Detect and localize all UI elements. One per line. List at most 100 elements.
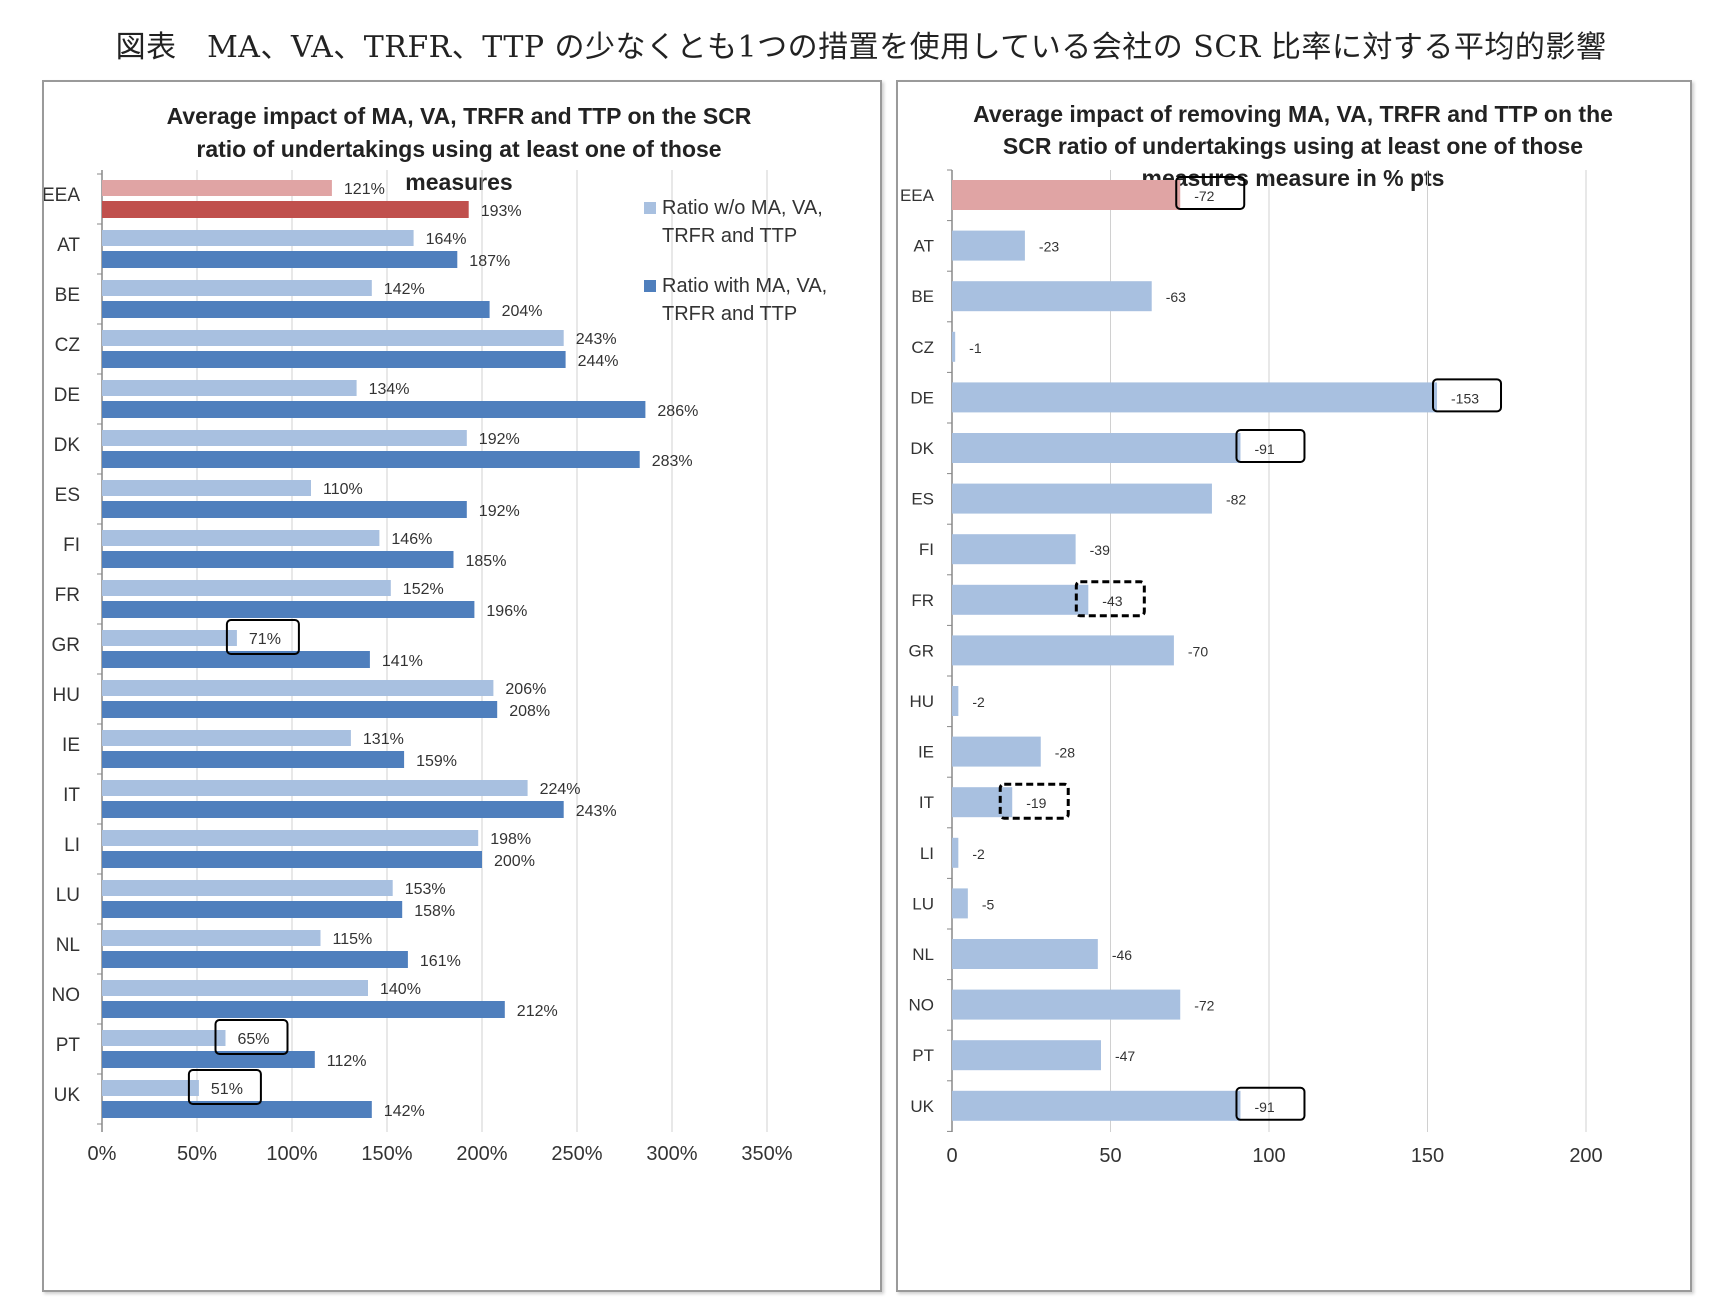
data-label-without: 134% <box>369 381 410 398</box>
right-chart-panel: Average impact of removing MA, VA, TRFR … <box>896 80 1692 1292</box>
data-label-without: 146% <box>391 531 432 548</box>
bar-with <box>102 1001 505 1018</box>
bar-impact <box>952 888 968 919</box>
highlight-box <box>1175 176 1246 210</box>
bar-without <box>102 430 467 446</box>
data-label-with: 200% <box>494 853 535 870</box>
data-label-without: 243% <box>576 331 617 348</box>
bar-without <box>102 330 564 346</box>
data-label: -19 <box>1026 795 1046 811</box>
bar-impact <box>952 534 1076 565</box>
category-label: FI <box>63 535 80 556</box>
legend-item-without: Ratio w/o MA, VA, TRFR and TTP <box>644 194 854 250</box>
data-label: -72 <box>1194 188 1214 204</box>
bar-without <box>102 580 391 596</box>
bar-without <box>102 480 311 496</box>
bar-impact <box>952 331 956 362</box>
data-label-without: 65% <box>238 1031 270 1048</box>
category-label: BE <box>911 287 934 306</box>
data-label: -72 <box>1194 998 1214 1014</box>
data-label: -28 <box>1055 745 1075 761</box>
data-label-with: 196% <box>486 603 527 620</box>
data-label-with: 212% <box>517 1003 558 1020</box>
x-tick-label: 150 <box>1411 1145 1444 1167</box>
data-label-with: 192% <box>479 503 520 520</box>
bar-with <box>102 201 469 218</box>
category-label: LI <box>920 844 934 863</box>
category-label: ES <box>55 485 80 506</box>
x-tick-label: 50 <box>1099 1145 1121 1167</box>
category-label: BE <box>55 285 80 306</box>
bar-with <box>102 951 408 968</box>
category-label: FR <box>55 585 80 606</box>
left-chart-title: Average impact of MA, VA, TRFR and TTP o… <box>166 103 752 195</box>
left-chart-legend: Ratio w/o MA, VA, TRFR and TTP Ratio wit… <box>644 194 854 350</box>
data-label: -47 <box>1115 1048 1135 1064</box>
right-chart-plot: 0 50 100 150 200 EEA -72 AT -23 BE -63 CZ -1 DE -153 DK… <box>900 169 1603 1167</box>
bar-without <box>102 1080 199 1096</box>
data-label-with: 243% <box>576 803 617 820</box>
bar-with <box>102 801 564 818</box>
bar-with <box>102 351 566 368</box>
category-label: GR <box>909 641 935 660</box>
category-label: GR <box>52 635 81 656</box>
category-label: HU <box>909 692 934 711</box>
x-tick-label: 0% <box>88 1143 117 1165</box>
data-label: -91 <box>1254 1099 1274 1115</box>
category-label: FR <box>911 591 934 610</box>
data-label: -23 <box>1039 239 1059 255</box>
data-label: -91 <box>1254 441 1274 457</box>
bar-without <box>102 980 368 996</box>
data-label: -2 <box>972 694 985 710</box>
data-label-without: 140% <box>380 981 421 998</box>
bar-without <box>102 680 494 696</box>
x-tick-label: 200% <box>456 1143 507 1165</box>
legend-item-with: Ratio with MA, VA, TRFR and TTP <box>644 272 854 328</box>
data-label-with: 208% <box>509 703 550 720</box>
bar-with <box>102 901 403 918</box>
data-label-with: 244% <box>578 353 619 370</box>
bar-with <box>102 1051 315 1068</box>
category-label: NL <box>56 935 80 956</box>
category-label: CZ <box>55 335 81 356</box>
bar-with <box>102 1101 372 1118</box>
left-chart-plot: 0% 50% 100% 150% 200% 250% 300% 350% EEA 121% 193%… <box>44 170 793 1165</box>
x-tick-label: 0 <box>946 1145 957 1167</box>
bar-without <box>102 380 357 396</box>
highlight-box-dashed <box>1074 580 1146 618</box>
category-label: HU <box>53 685 80 706</box>
data-label-with: 159% <box>416 753 457 770</box>
category-label: CZ <box>911 338 934 357</box>
bar-impact <box>952 939 1098 969</box>
data-label-without: 224% <box>540 781 581 798</box>
data-label: -63 <box>1166 289 1186 305</box>
x-tick-label: 200 <box>1569 1145 1602 1167</box>
bar-impact <box>952 180 1181 210</box>
highlight-box <box>1235 429 1306 463</box>
bar-with <box>102 551 454 568</box>
bar-impact <box>952 230 1025 261</box>
bar-with <box>102 301 490 318</box>
x-tick-label: 100 <box>1252 1145 1285 1167</box>
bar-with <box>102 751 405 768</box>
data-label-without: 164% <box>426 231 467 248</box>
legend-label-without: Ratio w/o MA, VA, TRFR and TTP <box>662 197 823 247</box>
data-label-with: 283% <box>652 453 693 470</box>
highlight-box <box>225 619 300 655</box>
data-label-without: 198% <box>490 831 531 848</box>
bar-without <box>102 930 321 946</box>
data-label: -82 <box>1226 492 1246 508</box>
bar-without <box>102 180 332 196</box>
data-label: -2 <box>972 846 985 862</box>
data-label-with: 142% <box>384 1103 425 1120</box>
x-tick-label: 350% <box>741 1143 792 1165</box>
data-label-with: 193% <box>481 203 522 220</box>
category-label: DK <box>910 439 934 458</box>
data-label: -5 <box>982 896 995 912</box>
category-label: DK <box>54 435 81 456</box>
legend-swatch-without <box>644 202 656 214</box>
category-label: AT <box>914 237 934 256</box>
bar-impact <box>952 433 1241 463</box>
category-label: EEA <box>900 186 935 205</box>
data-label-with: 185% <box>466 553 507 570</box>
